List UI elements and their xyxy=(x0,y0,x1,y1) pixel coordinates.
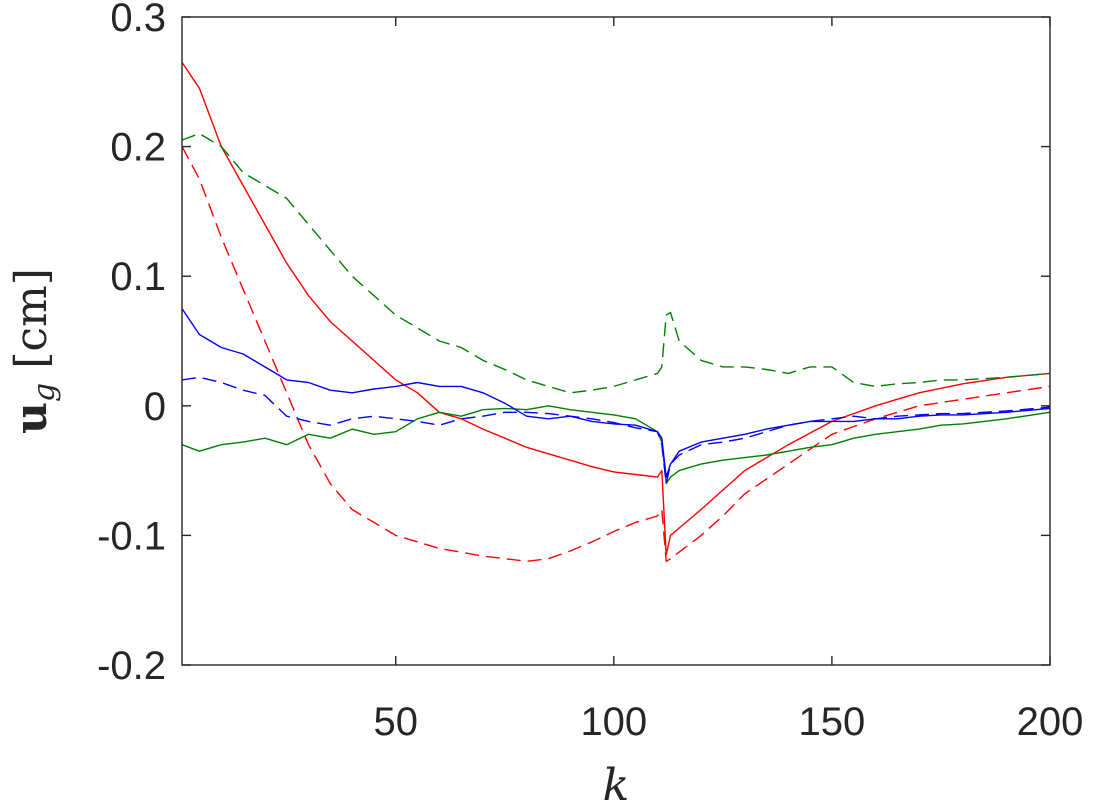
y-axis-label-sub: g xyxy=(27,383,62,402)
tick-layer: 50 100 150 200 -0.2 -0.1 0 0.1 0.2 0.3 xyxy=(97,0,1083,744)
y-tick-label: 0.1 xyxy=(110,255,166,299)
x-axis-label: k xyxy=(603,760,630,811)
y-axis-label-unit: [cm] xyxy=(6,268,57,369)
y-tick-label: 0.3 xyxy=(110,0,166,40)
y-tick-label: -0.2 xyxy=(97,644,166,688)
y-tick-label: -0.1 xyxy=(97,514,166,558)
y-axis-label-main: u xyxy=(6,402,57,434)
series-line-5 xyxy=(181,308,1051,478)
plot-area-box xyxy=(181,16,1051,666)
x-tick-label: 100 xyxy=(580,700,647,744)
series-line-1 xyxy=(181,62,1051,556)
y-tick-label: 0 xyxy=(144,385,166,429)
series-line-4 xyxy=(181,132,1051,394)
x-tick-label: 50 xyxy=(373,700,418,744)
series-line-2 xyxy=(181,146,1051,562)
y-axis-label: ug [cm] xyxy=(6,268,62,434)
y-tick-label: 0.2 xyxy=(110,126,166,170)
series-line-3 xyxy=(181,405,1051,485)
series-line-6 xyxy=(181,376,1051,485)
x-tick-label: 200 xyxy=(1017,700,1084,744)
series-layer xyxy=(181,62,1051,562)
x-tick-label: 150 xyxy=(799,700,866,744)
